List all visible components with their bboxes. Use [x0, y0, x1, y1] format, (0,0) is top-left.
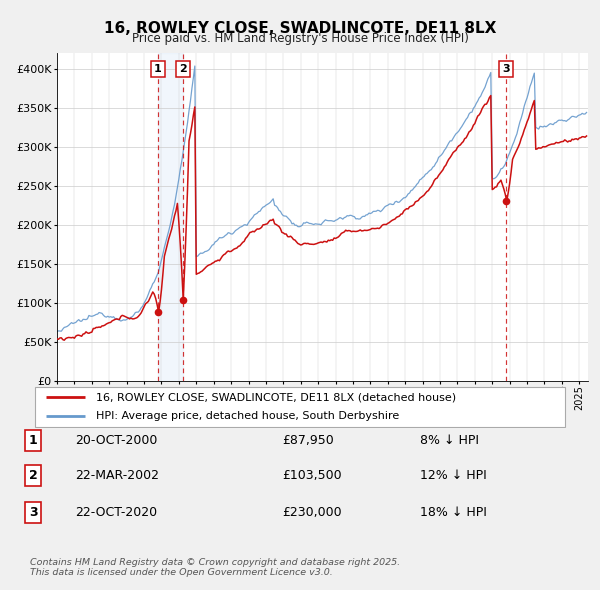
- Text: 22-OCT-2020: 22-OCT-2020: [75, 506, 157, 519]
- FancyBboxPatch shape: [35, 387, 565, 427]
- Text: 1: 1: [29, 434, 37, 447]
- Text: 2: 2: [29, 469, 37, 482]
- Bar: [158, 53, 182, 381]
- Text: £103,500: £103,500: [282, 469, 341, 482]
- Text: Price paid vs. HM Land Registry's House Price Index (HPI): Price paid vs. HM Land Registry's House …: [131, 32, 469, 45]
- Text: 20-OCT-2000: 20-OCT-2000: [75, 434, 157, 447]
- Text: 2: 2: [179, 64, 187, 74]
- Text: 22-MAR-2002: 22-MAR-2002: [75, 469, 159, 482]
- Text: Contains HM Land Registry data © Crown copyright and database right 2025.
This d: Contains HM Land Registry data © Crown c…: [30, 558, 400, 577]
- Text: 8% ↓ HPI: 8% ↓ HPI: [420, 434, 479, 447]
- Text: 3: 3: [502, 64, 510, 74]
- Text: 3: 3: [29, 506, 37, 519]
- Text: 1: 1: [154, 64, 162, 74]
- Text: £87,950: £87,950: [282, 434, 334, 447]
- Text: £230,000: £230,000: [282, 506, 341, 519]
- Text: 16, ROWLEY CLOSE, SWADLINCOTE, DE11 8LX: 16, ROWLEY CLOSE, SWADLINCOTE, DE11 8LX: [104, 21, 496, 35]
- Text: HPI: Average price, detached house, South Derbyshire: HPI: Average price, detached house, Sout…: [95, 411, 399, 421]
- Text: 16, ROWLEY CLOSE, SWADLINCOTE, DE11 8LX (detached house): 16, ROWLEY CLOSE, SWADLINCOTE, DE11 8LX …: [95, 392, 455, 402]
- Text: 12% ↓ HPI: 12% ↓ HPI: [420, 469, 487, 482]
- Text: 18% ↓ HPI: 18% ↓ HPI: [420, 506, 487, 519]
